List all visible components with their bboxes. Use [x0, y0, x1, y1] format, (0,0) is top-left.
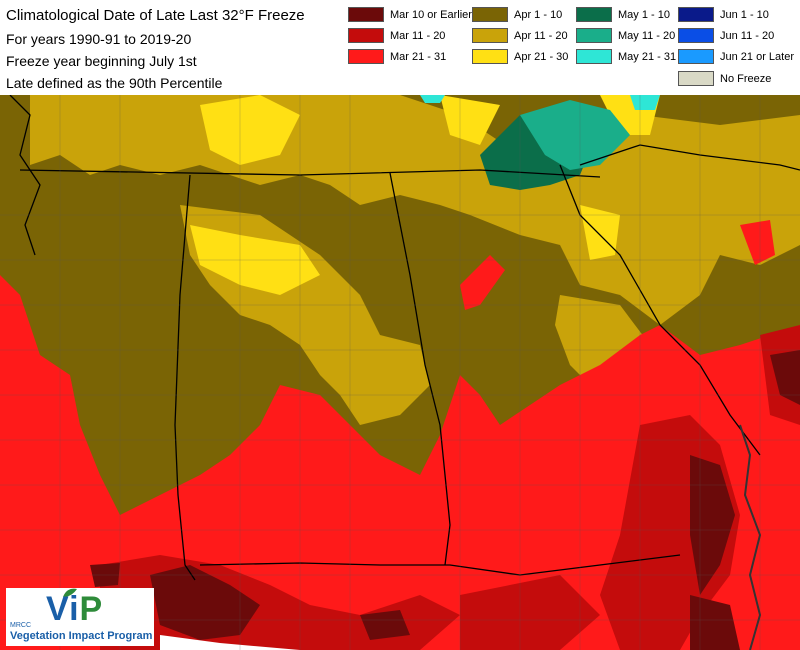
region-mar-21-31-sc-patch — [740, 220, 775, 265]
legend-label: Jun 1 - 10 — [720, 8, 769, 21]
legend-swatch — [678, 71, 714, 86]
legend-label: Mar 21 - 31 — [390, 50, 447, 63]
region-mar-11-20-fl — [460, 575, 600, 650]
legend-swatch — [576, 7, 612, 22]
logo-p-text: P — [79, 590, 104, 628]
legend-label: Jun 21 or Later — [720, 50, 794, 63]
tn-southern-boundary — [19, 169, 601, 178]
logo-vi-text: Vi — [46, 590, 80, 628]
map-header: Climatological Date of Late Last 32°F Fr… — [0, 0, 800, 96]
region-apr-21-30-tn — [200, 95, 300, 165]
legend-label: No Freeze — [720, 72, 772, 85]
region-apr-21-30-ne — [440, 95, 500, 145]
legend-swatch — [472, 49, 508, 64]
legend-swatch — [678, 49, 714, 64]
region-may-21-31-peaks-2 — [420, 95, 445, 103]
vip-logo: ViP MRCC Vegetation Impact Program — [6, 588, 154, 646]
coastline — [739, 424, 762, 650]
legend-item-jun-1-10: Jun 1 - 10 — [678, 6, 769, 23]
map-title: Climatological Date of Late Last 32°F Fr… — [6, 7, 305, 24]
legend-label: Jun 11 - 20 — [720, 29, 775, 42]
region-mar-10-earlier-ga-coast — [690, 455, 735, 595]
legend-item-mar-21-31: Mar 21 - 31 — [348, 48, 446, 65]
legend-swatch — [348, 7, 384, 22]
logo-program-name: Vegetation Impact Program — [10, 630, 153, 642]
region-mar-10-earlier-gulf — [150, 565, 260, 640]
al-ga-boundary — [389, 172, 451, 566]
years-subtitle: For years 1990-91 to 2019-20 — [6, 31, 192, 47]
legend-label: Apr 1 - 10 — [514, 8, 563, 21]
late-definition-note: Late defined as the 90th Percentile — [6, 75, 223, 91]
legend-swatch — [348, 49, 384, 64]
ms-river — [9, 95, 41, 256]
region-mar-10-earlier-sc-coast — [770, 350, 800, 405]
map-svg — [0, 95, 800, 650]
legend-swatch — [678, 7, 714, 22]
legend: Mar 10 or Earlier Mar 11 - 20 Mar 21 - 3… — [348, 6, 798, 90]
legend-swatch — [472, 28, 508, 43]
legend-item-may-1-10: May 1 - 10 — [576, 6, 670, 23]
region-apr-21-30-nc — [580, 205, 620, 260]
legend-item-mar-11-20: Mar 11 - 20 — [348, 27, 445, 44]
legend-item-jun-21-or-later: Jun 21 or Later — [678, 48, 794, 65]
legend-label: Mar 10 or Earlier — [390, 8, 472, 21]
legend-label: May 11 - 20 — [618, 29, 676, 42]
legend-swatch — [576, 28, 612, 43]
leaf-icon — [63, 588, 77, 597]
legend-item-no-freeze: No Freeze — [678, 70, 771, 87]
legend-swatch — [576, 49, 612, 64]
region-mar-10-earlier-fl — [690, 595, 740, 650]
freeze-date-map — [0, 95, 800, 650]
legend-swatch — [678, 28, 714, 43]
legend-label: Apr 11 - 20 — [514, 29, 568, 42]
legend-swatch — [348, 28, 384, 43]
logo-wordmark: ViP — [46, 590, 103, 629]
region-mar-10-earlier-fl-2 — [360, 610, 410, 640]
title-block: Climatological Date of Late Last 32°F Fr… — [6, 4, 305, 94]
legend-item-apr-21-30: Apr 21 - 30 — [472, 48, 568, 65]
legend-label: May 1 - 10 — [618, 8, 670, 21]
legend-label: Apr 21 - 30 — [514, 50, 569, 63]
freeze-year-note: Freeze year beginning July 1st — [6, 53, 197, 69]
region-may-11-20-mountains — [520, 100, 630, 170]
ms-al-boundary — [174, 174, 196, 581]
legend-label: Mar 11 - 20 — [390, 29, 446, 42]
legend-swatch — [472, 7, 508, 22]
legend-item-may-21-31: May 21 - 31 — [576, 48, 676, 65]
legend-item-mar-10-or-earlier: Mar 10 or Earlier — [348, 6, 472, 23]
legend-item-jun-11-20: Jun 11 - 20 — [678, 27, 774, 44]
region-may-21-31-peaks — [630, 95, 660, 110]
gulf-of-mexico — [160, 635, 300, 650]
county-grid — [0, 95, 800, 650]
legend-item-apr-1-10: Apr 1 - 10 — [472, 6, 562, 23]
legend-item-may-11-20: May 11 - 20 — [576, 27, 675, 44]
legend-item-apr-11-20: Apr 11 - 20 — [472, 27, 568, 44]
logo-mrcc-text: MRCC — [10, 622, 31, 629]
legend-label: May 21 - 31 — [618, 50, 677, 63]
region-mar-21-31-nga-patch — [460, 255, 505, 310]
region-mar-21-31-south — [0, 275, 800, 650]
